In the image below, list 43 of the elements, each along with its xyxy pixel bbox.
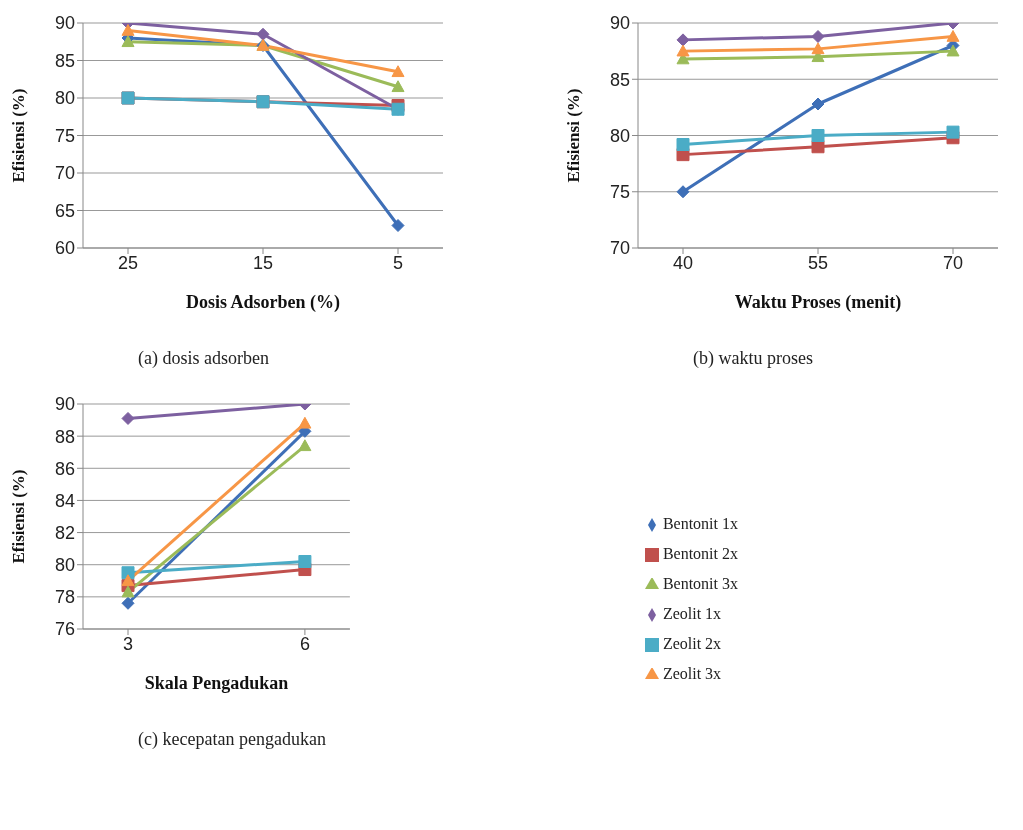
legend-label: Bentonit 2x — [662, 545, 738, 562]
y-tick-label: 86 — [54, 458, 75, 479]
y-tick-label: 70 — [609, 238, 630, 259]
text: (b) waktu proses — [693, 348, 814, 369]
x-tick-label: 5 — [392, 252, 404, 273]
x-axis-title: Dosis Adsorben (%) — [185, 292, 341, 313]
x-tick-label: 55 — [807, 252, 829, 273]
x-tick-label: 3 — [122, 633, 134, 654]
y-tick-label: 75 — [54, 125, 75, 146]
text: (a) dosis adsorben — [138, 348, 270, 369]
y-axis-title: Efisiensi (%) — [9, 469, 29, 564]
y-tick-label: 70 — [54, 163, 75, 184]
y-axis-title: Efisiensi (%) — [564, 88, 584, 183]
x-tick-label: 70 — [942, 252, 964, 273]
legend-label: Zeolit 3x — [662, 665, 722, 682]
x-tick-label: 6 — [299, 633, 310, 654]
y-tick-label: 76 — [54, 619, 75, 640]
y-tick-label: 80 — [54, 555, 75, 576]
y-tick-label: 75 — [609, 182, 630, 203]
y-tick-label: 90 — [54, 394, 75, 415]
y-axis-title: Efisiensi (%) — [9, 88, 29, 183]
legend-label: Bentonit 1x — [662, 515, 738, 532]
y-tick-label: 88 — [54, 426, 75, 447]
text: (c) kecepatan pengadukan — [138, 729, 327, 750]
x-tick-label: 40 — [672, 252, 694, 273]
x-tick-label: 25 — [117, 252, 139, 273]
y-tick-label: 82 — [54, 522, 75, 543]
legend-label: Zeolit 1x — [662, 605, 722, 622]
y-tick-label: 90 — [609, 13, 630, 34]
y-tick-label: 65 — [54, 200, 75, 221]
x-axis-title: Waktu Proses (menit) — [734, 292, 902, 313]
y-tick-label: 90 — [54, 13, 75, 34]
y-tick-label: 80 — [54, 88, 75, 109]
y-tick-label: 80 — [609, 125, 630, 146]
y-tick-label: 78 — [54, 587, 75, 608]
y-tick-label: 84 — [54, 490, 75, 511]
y-tick-label: 85 — [54, 50, 75, 71]
legend-label: Zeolit 2x — [662, 635, 722, 652]
legend-label: Bentonit 3x — [662, 575, 738, 592]
y-tick-label: 60 — [54, 238, 75, 259]
x-axis-title: Skala Pengadukan — [144, 673, 289, 693]
x-tick-label: 15 — [252, 252, 274, 273]
y-tick-label: 85 — [609, 69, 630, 90]
